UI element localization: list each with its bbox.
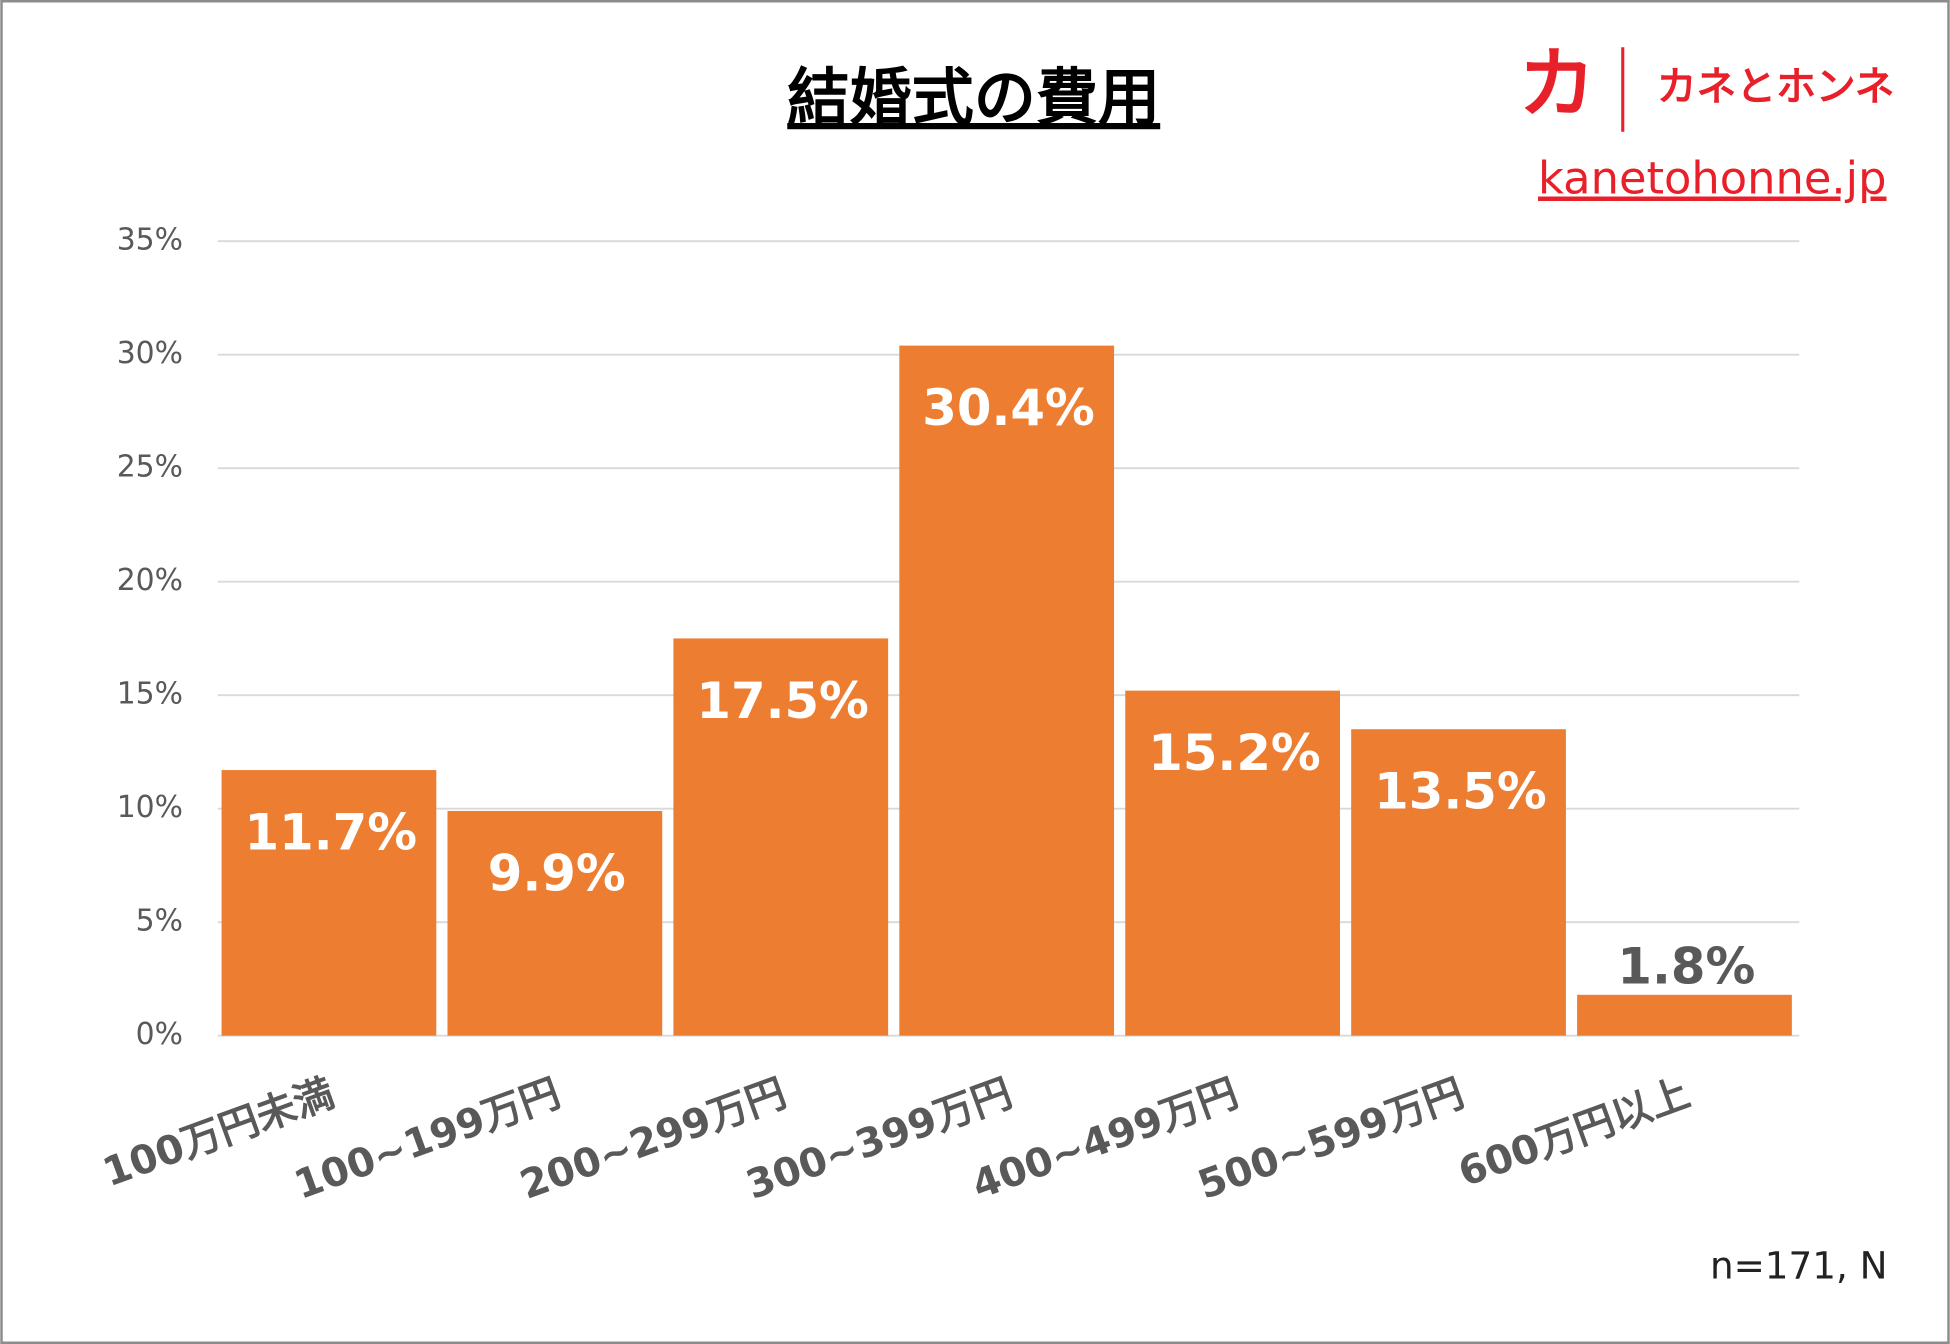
data-label: 13.5% [1374,763,1547,821]
y-tick-label: 10% [117,790,183,825]
brand-name: カネとホンネ [1657,64,1895,110]
bar [1125,690,1340,1036]
bar [447,810,663,1036]
y-tick-label: 25% [117,450,183,485]
data-label: 11.7% [245,803,418,861]
y-tick-label: 0% [136,1017,183,1052]
bar [673,638,889,1036]
y-tick-label: 20% [117,563,183,598]
data-label: 9.9% [488,844,626,902]
y-tick-label: 15% [117,677,183,712]
brand-mark: カ [1518,40,1595,130]
sample-note: n=171, N [1710,1244,1888,1288]
y-tick-label: 5% [136,904,183,939]
chart-title: 結婚式の費用 [787,61,1160,134]
bar [1577,994,1792,1036]
data-label: 15.2% [1148,724,1320,782]
bar [1351,729,1566,1036]
bar [221,770,437,1036]
bar [899,345,1115,1036]
data-label: 1.8% [1617,937,1755,995]
data-label: 17.5% [696,672,869,730]
y-tick-label: 35% [117,223,183,258]
y-tick-label: 30% [117,336,183,371]
data-label: 30.4% [922,379,1094,437]
brand-url[interactable]: kanetohonne.jp [1538,152,1886,205]
